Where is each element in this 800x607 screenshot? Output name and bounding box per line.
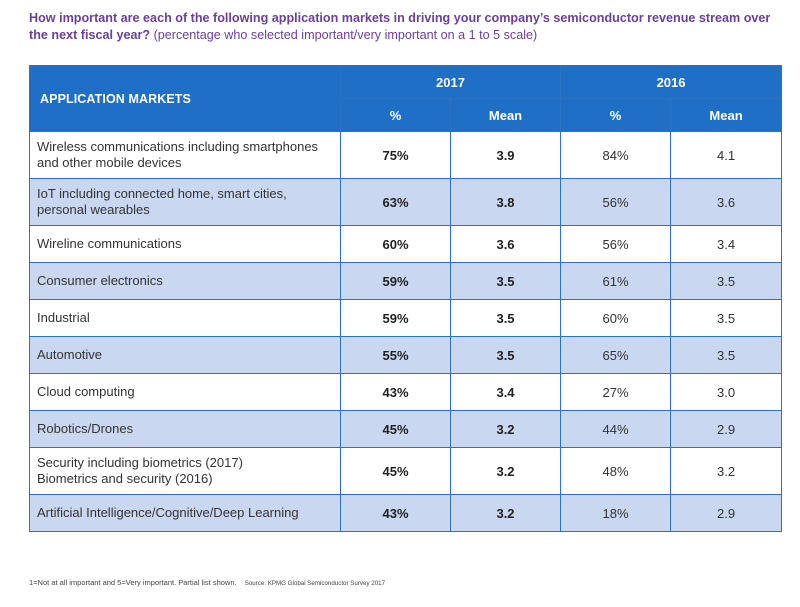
header-2017-percent: % [340, 98, 451, 132]
market-label: Wireline communications [29, 225, 341, 263]
table-row: Wireline communications 60% 3.6 56% 3.4 [29, 225, 783, 263]
table-row: Consumer electronics 59% 3.5 61% 3.5 [29, 262, 783, 300]
pct-2016-cell: 61% [560, 262, 672, 300]
header-2016-mean: Mean [670, 98, 783, 132]
mean-2016-cell: 3.6 [670, 178, 783, 226]
market-label: Robotics/Drones [29, 410, 341, 448]
pct-2017-cell: 45% [340, 447, 451, 495]
pct-2016-cell: 48% [560, 447, 672, 495]
pct-2016-cell: 84% [560, 131, 672, 179]
market-label: IoT including connected home, smart citi… [29, 178, 341, 226]
source-text: Source: KPMG Global Semiconductor Survey… [244, 580, 386, 587]
table-row: Security including biometrics (2017) Bio… [29, 447, 783, 495]
market-label: Industrial [29, 299, 341, 337]
mean-2016-cell: 3.2 [670, 447, 783, 495]
pct-2017-cell: 60% [340, 225, 451, 263]
pct-2017-cell: 43% [340, 373, 451, 411]
mean-2016-cell: 3.5 [670, 336, 783, 374]
mean-2017-cell: 3.5 [449, 262, 562, 300]
mean-2016-cell: 4.1 [670, 131, 783, 179]
table-row: Industrial 59% 3.5 60% 3.5 [29, 299, 783, 337]
pct-2016-cell: 18% [560, 494, 672, 532]
mean-2017-cell: 3.6 [449, 225, 562, 263]
mean-2017-cell: 3.2 [449, 410, 562, 448]
pct-2017-cell: 45% [340, 410, 451, 448]
pct-2016-cell: 56% [560, 178, 672, 226]
header-application-markets: APPLICATION MARKETS [29, 65, 341, 132]
pct-2016-cell: 60% [560, 299, 672, 337]
market-label-two-line: Security including biometrics (2017) Bio… [29, 447, 341, 495]
footnote: 1=Not at all important and 5=Very import… [29, 578, 385, 587]
mean-2017-cell: 3.5 [449, 299, 562, 337]
mean-2017-cell: 3.4 [449, 373, 562, 411]
pct-2016-cell: 56% [560, 225, 672, 263]
pct-2016-cell: 27% [560, 373, 672, 411]
header-2017-mean: Mean [449, 98, 562, 132]
pct-2017-cell: 55% [340, 336, 451, 374]
table-row: Automotive 55% 3.5 65% 3.5 [29, 336, 783, 374]
market-label-line2: Biometrics and security (2016) [37, 471, 213, 486]
mean-2016-cell: 3.4 [670, 225, 783, 263]
mean-2016-cell: 3.0 [670, 373, 783, 411]
market-label: Artificial Intelligence/Cognitive/Deep L… [29, 494, 341, 532]
mean-2017-cell: 3.2 [449, 494, 562, 532]
pct-2017-cell: 43% [340, 494, 451, 532]
mean-2017-cell: 3.9 [449, 131, 562, 179]
table-header: APPLICATION MARKETS 2017 2016 % Mean % M… [29, 65, 783, 132]
pct-2016-cell: 44% [560, 410, 672, 448]
mean-2017-cell: 3.5 [449, 336, 562, 374]
mean-2017-cell: 3.2 [449, 447, 562, 495]
table-row: Artificial Intelligence/Cognitive/Deep L… [29, 494, 783, 532]
chart-subtitle: (percentage who selected important/very … [153, 28, 538, 42]
market-label: Automotive [29, 336, 341, 374]
table-row: Cloud computing 43% 3.4 27% 3.0 [29, 373, 783, 411]
pct-2016-cell: 65% [560, 336, 672, 374]
table-row: IoT including connected home, smart citi… [29, 178, 783, 226]
mean-2016-cell: 2.9 [670, 494, 783, 532]
mean-2016-cell: 3.5 [670, 299, 783, 337]
mean-2017-cell: 3.8 [449, 178, 562, 226]
pct-2017-cell: 59% [340, 299, 451, 337]
chart-title-main: How important are each of the following … [29, 11, 771, 42]
header-year-2017: 2017 [339, 65, 562, 99]
pct-2017-cell: 75% [340, 131, 451, 179]
pct-2017-cell: 63% [340, 178, 451, 226]
table-row: Wireless communications including smartp… [29, 131, 783, 179]
chart-title: How important are each of the following … [29, 10, 779, 44]
mean-2016-cell: 2.9 [670, 410, 783, 448]
market-label: Cloud computing [29, 373, 341, 411]
market-label-line1: Security including biometrics (2017) [37, 455, 243, 470]
market-label: Wireless communications including smartp… [29, 131, 341, 179]
market-label: Consumer electronics [29, 262, 341, 300]
header-year-2016: 2016 [560, 65, 783, 99]
footnote-text: 1=Not at all important and 5=Very import… [29, 578, 237, 587]
mean-2016-cell: 3.5 [670, 262, 783, 300]
pct-2017-cell: 59% [340, 262, 451, 300]
table-body: Wireless communications including smartp… [29, 131, 783, 532]
header-2016-percent: % [560, 98, 672, 132]
table-row: Robotics/Drones 45% 3.2 44% 2.9 [29, 410, 783, 448]
data-table: APPLICATION MARKETS 2017 2016 % Mean % M… [29, 65, 783, 532]
